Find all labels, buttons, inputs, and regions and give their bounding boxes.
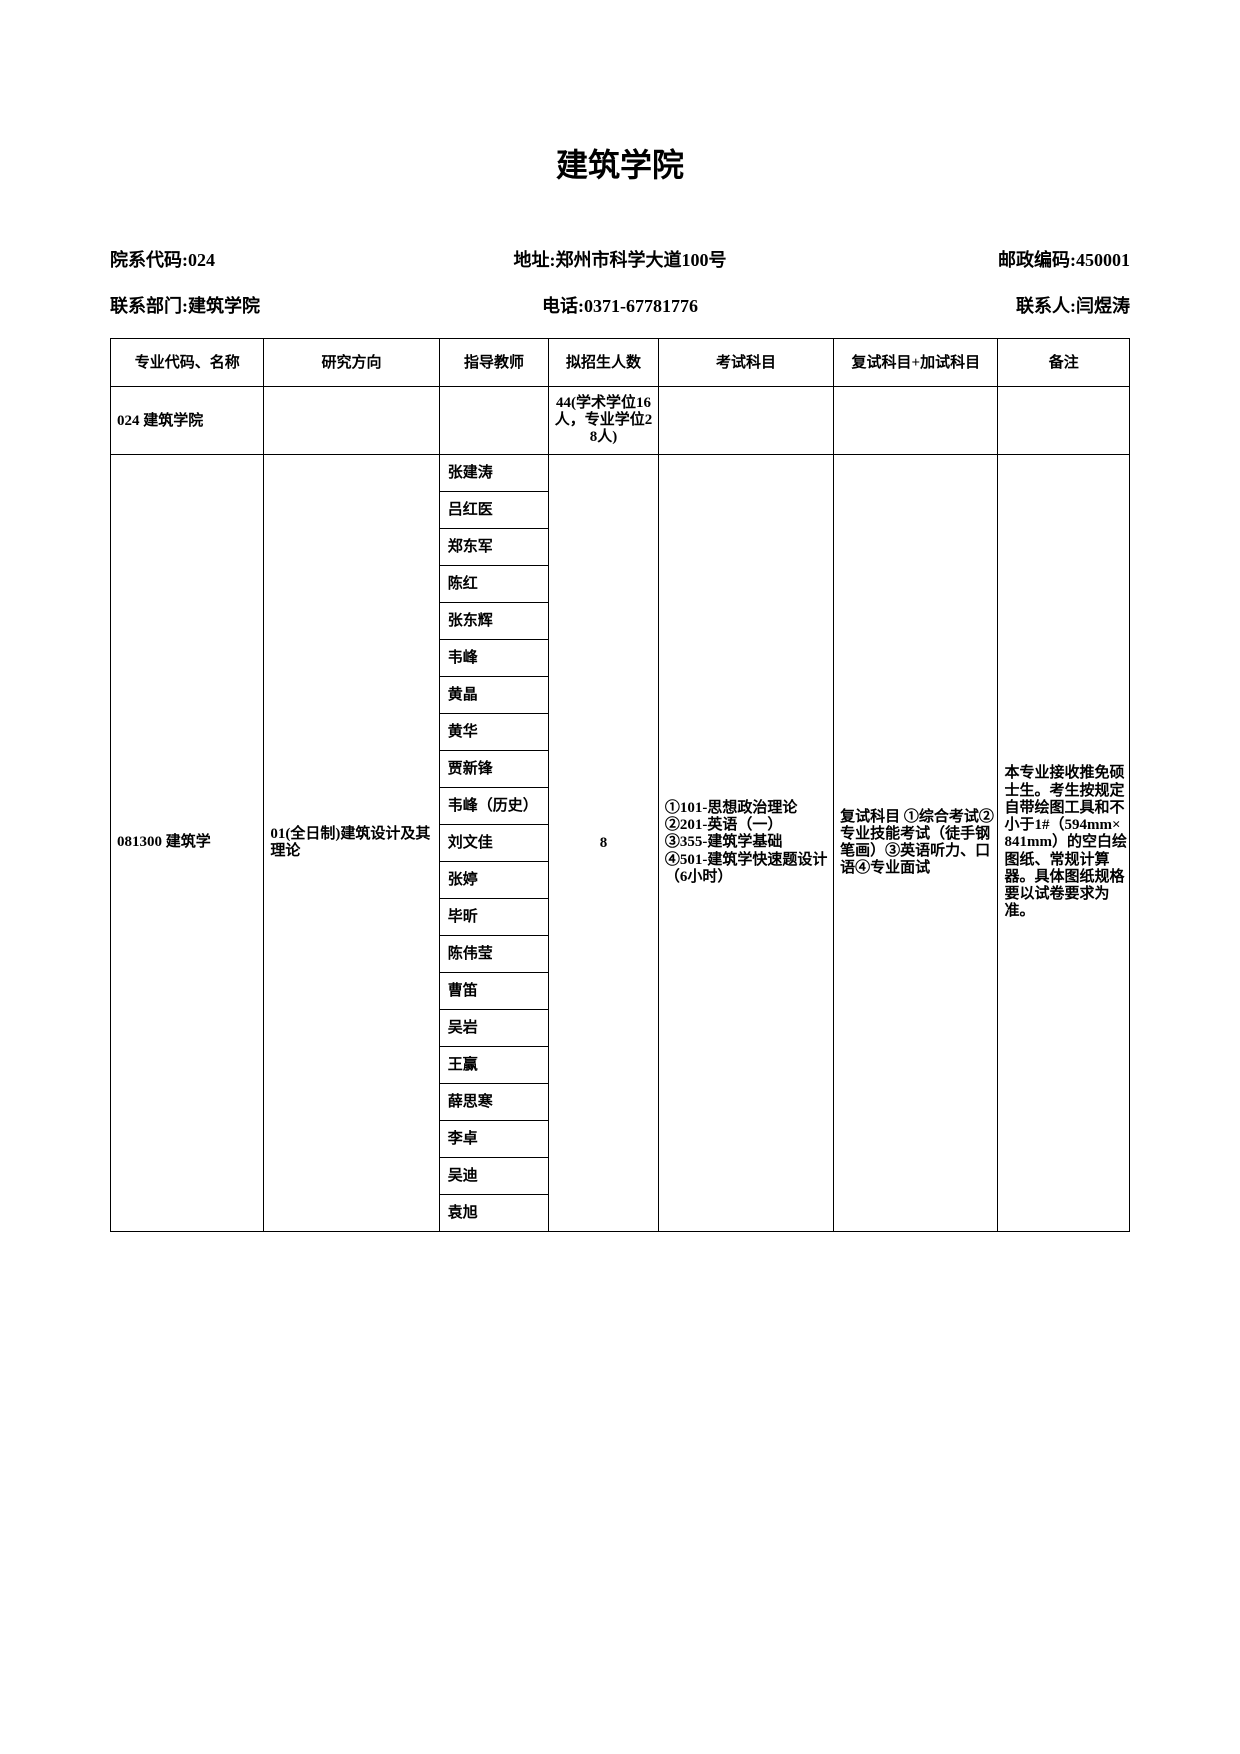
postal-code: 邮政编码:450001 bbox=[790, 246, 1130, 272]
header-reexam: 复试科目+加试科目 bbox=[834, 339, 998, 387]
dept-teacher bbox=[439, 387, 549, 455]
teacher-cell: 吕红医 bbox=[439, 492, 549, 529]
teacher-cell: 曹笛 bbox=[439, 973, 549, 1010]
teacher-cell: 黄晶 bbox=[439, 677, 549, 714]
dept-exam bbox=[658, 387, 833, 455]
teacher-cell: 张东辉 bbox=[439, 603, 549, 640]
info-row-1: 院系代码:024 地址:郑州市科学大道100号 邮政编码:450001 bbox=[110, 246, 1130, 272]
teacher-cell: 薛思寒 bbox=[439, 1084, 549, 1121]
major-code: 081300 建筑学 bbox=[111, 455, 264, 1232]
teacher-cell: 郑东军 bbox=[439, 529, 549, 566]
teacher-cell: 韦峰（历史） bbox=[439, 788, 549, 825]
phone: 电话:0371-67781776 bbox=[450, 292, 790, 318]
address: 地址:郑州市科学大道100号 bbox=[450, 246, 790, 272]
teacher-cell: 吴岩 bbox=[439, 1010, 549, 1047]
teacher-cell: 吴迪 bbox=[439, 1158, 549, 1195]
teacher-cell: 王赢 bbox=[439, 1047, 549, 1084]
contact-dept: 联系部门:建筑学院 bbox=[110, 292, 450, 318]
header-exam: 考试科目 bbox=[658, 339, 833, 387]
dept-note bbox=[998, 387, 1130, 455]
header-note: 备注 bbox=[998, 339, 1130, 387]
info-row-2: 联系部门:建筑学院 电话:0371-67781776 联系人:闫煜涛 bbox=[110, 292, 1130, 318]
teacher-cell: 刘文佳 bbox=[439, 825, 549, 862]
major-reexam: 复试科目 ①综合考试②专业技能考试（徒手钢笔画）③英语听力、口语④专业面试 bbox=[834, 455, 998, 1232]
header-teacher: 指导教师 bbox=[439, 339, 549, 387]
major-enrollment: 8 bbox=[549, 455, 659, 1232]
header-direction: 研究方向 bbox=[264, 339, 439, 387]
teacher-cell: 袁旭 bbox=[439, 1195, 549, 1232]
teacher-cell: 李卓 bbox=[439, 1121, 549, 1158]
teacher-cell: 张建涛 bbox=[439, 455, 549, 492]
contact-person: 联系人:闫煜涛 bbox=[790, 292, 1130, 318]
header-code: 专业代码、名称 bbox=[111, 339, 264, 387]
teacher-cell: 陈红 bbox=[439, 566, 549, 603]
dept-direction bbox=[264, 387, 439, 455]
major-note: 本专业接收推免硕士生。考生按规定自带绘图工具和不小于1#（594mm×841mm… bbox=[998, 455, 1130, 1232]
page-title: 建筑学院 bbox=[110, 140, 1130, 186]
dept-enrollment: 44(学术学位16人，专业学位28人) bbox=[549, 387, 659, 455]
dept-reexam bbox=[834, 387, 998, 455]
enrollment-table: 专业代码、名称 研究方向 指导教师 拟招生人数 考试科目 复试科目+加试科目 备… bbox=[110, 338, 1130, 1232]
teacher-cell: 贾新锋 bbox=[439, 751, 549, 788]
teacher-cell: 毕昕 bbox=[439, 899, 549, 936]
teacher-cell: 陈伟莹 bbox=[439, 936, 549, 973]
teacher-cell: 黄华 bbox=[439, 714, 549, 751]
teacher-cell: 张婷 bbox=[439, 862, 549, 899]
dept-name: 024 建筑学院 bbox=[111, 387, 264, 455]
dept-code: 院系代码:024 bbox=[110, 246, 450, 272]
dept-row: 024 建筑学院 44(学术学位16人，专业学位28人) bbox=[111, 387, 1130, 455]
table-row: 081300 建筑学01(全日制)建筑设计及其理论张建涛8①101-思想政治理论… bbox=[111, 455, 1130, 492]
major-direction: 01(全日制)建筑设计及其理论 bbox=[264, 455, 439, 1232]
teacher-cell: 韦峰 bbox=[439, 640, 549, 677]
major-exam: ①101-思想政治理论②201-英语（一）③355-建筑学基础④501-建筑学快… bbox=[658, 455, 833, 1232]
header-enrollment: 拟招生人数 bbox=[549, 339, 659, 387]
table-header-row: 专业代码、名称 研究方向 指导教师 拟招生人数 考试科目 复试科目+加试科目 备… bbox=[111, 339, 1130, 387]
